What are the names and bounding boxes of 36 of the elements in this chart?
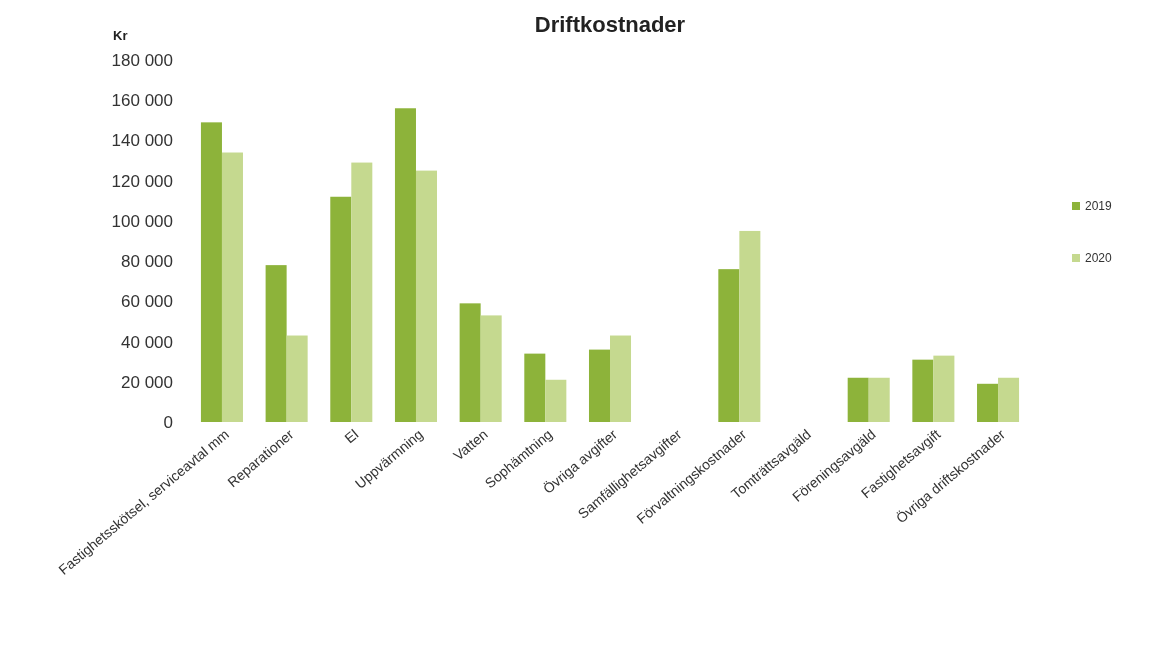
y-tick-label: 60 000: [121, 292, 173, 312]
y-tick-label: 120 000: [111, 171, 173, 191]
bar: [286, 335, 308, 422]
bar: [933, 355, 955, 422]
y-tick-label: 40 000: [121, 332, 173, 352]
bar: [545, 379, 567, 422]
y-tick-label: 80 000: [121, 252, 173, 272]
y-tick-label: 160 000: [111, 91, 173, 111]
y-tick-label: 100 000: [111, 211, 173, 231]
bar: [912, 359, 934, 422]
bar: [588, 349, 610, 422]
y-tick-label: 20 000: [121, 372, 173, 392]
bar: [524, 353, 546, 422]
bar: [351, 162, 373, 422]
bar: [265, 265, 287, 422]
bar: [718, 269, 740, 422]
bar: [221, 152, 243, 422]
bar: [459, 303, 481, 422]
bar: [394, 108, 416, 422]
y-tick-label: 140 000: [111, 131, 173, 151]
bar: [977, 383, 999, 422]
y-axis-title: Kr: [113, 28, 128, 43]
bar: [998, 377, 1020, 422]
bar: [415, 170, 437, 422]
chart-title: Driftkostnader: [534, 12, 686, 37]
bar: [200, 122, 222, 422]
y-tick-label: 180 000: [111, 50, 173, 70]
legend-label: 2019: [1085, 199, 1113, 213]
bar: [868, 377, 890, 422]
bar: [847, 377, 869, 422]
bar: [480, 315, 502, 422]
legend-label: 2020: [1085, 251, 1113, 265]
y-tick-label: 0: [163, 412, 173, 432]
bar: [610, 335, 632, 422]
bar: [330, 196, 352, 422]
bar: [739, 230, 761, 422]
